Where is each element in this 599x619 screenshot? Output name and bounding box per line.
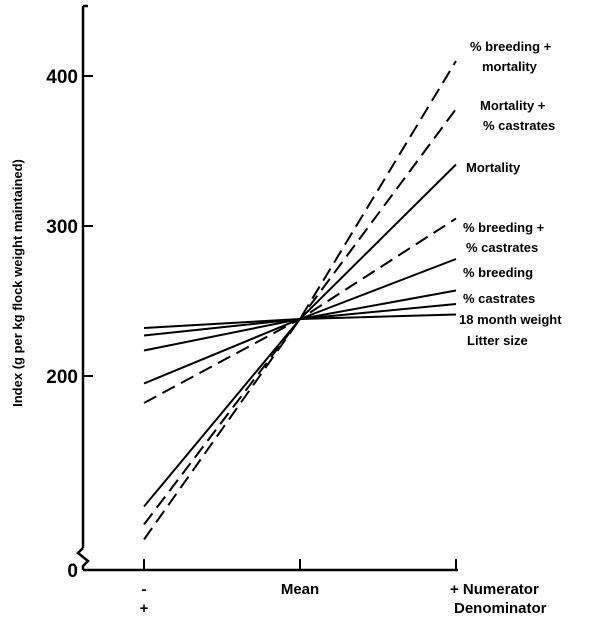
series-lines [143, 60, 457, 541]
y-axis-break [76, 547, 90, 570]
y-tick-label: 200 [46, 367, 78, 388]
series-label: % breeding +% castrates [463, 220, 545, 255]
series-line [143, 163, 457, 508]
y-tick-label: 0 [67, 561, 78, 582]
y-axis-title: Index (g per kg flock weight maintained) [10, 159, 25, 407]
series-line [143, 313, 457, 329]
x-tick-label: Mean [281, 581, 319, 598]
axes: 0 200 300 400 - + Mean + Numerator Denominator [46, 4, 547, 617]
series-labels: % breeding + mortality Mortality +% castra… [459, 39, 562, 348]
series-label: % castrates [463, 291, 535, 306]
series-label: % breeding [463, 265, 533, 280]
x-tick-label: + Numerator [450, 581, 539, 598]
series-label: Litter size [467, 333, 528, 348]
series-label: Mortality [466, 160, 521, 175]
series-line [143, 258, 457, 385]
series-label: % breeding + mortality [470, 39, 552, 74]
series-label: Mortality +% castrates [480, 98, 555, 133]
series-label: 18 month weight [459, 312, 562, 327]
x-tick-label-secondary: Denominator [454, 600, 547, 617]
x-tick-label-secondary: + [140, 600, 149, 617]
x-tick-label: - [142, 581, 147, 598]
y-tick-label: 300 [46, 217, 78, 238]
series-line [143, 60, 457, 541]
series-line [143, 217, 457, 404]
y-tick-label: 400 [46, 67, 78, 88]
